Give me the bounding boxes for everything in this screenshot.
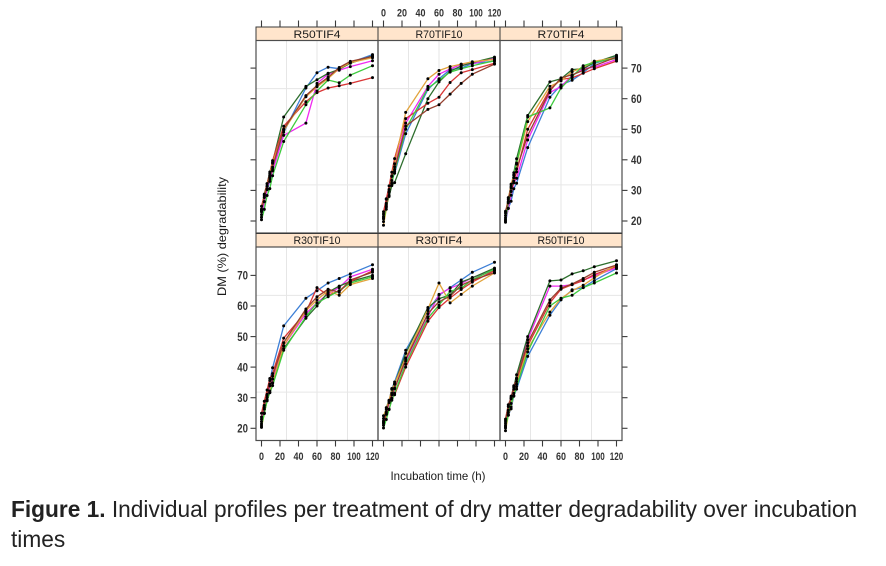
svg-text:50: 50 [237, 330, 248, 344]
svg-text:70: 70 [631, 61, 642, 75]
svg-text:40: 40 [538, 451, 548, 463]
svg-text:80: 80 [453, 8, 463, 20]
svg-text:DM (%) degradability: DM (%) degradability [215, 177, 229, 296]
svg-text:40: 40 [416, 8, 426, 20]
svg-text:20: 20 [237, 422, 248, 436]
svg-text:R50TIF10: R50TIF10 [538, 235, 585, 247]
svg-text:100: 100 [469, 8, 483, 20]
svg-text:60: 60 [631, 92, 642, 106]
svg-text:R50TIF4: R50TIF4 [294, 29, 341, 41]
svg-text:0: 0 [259, 451, 264, 463]
svg-text:30: 30 [631, 184, 642, 198]
svg-text:120: 120 [610, 451, 624, 463]
svg-text:120: 120 [488, 8, 502, 20]
svg-text:80: 80 [331, 451, 341, 463]
svg-text:60: 60 [312, 451, 322, 463]
svg-text:R70TIF10: R70TIF10 [416, 29, 463, 41]
svg-text:60: 60 [237, 299, 248, 313]
svg-text:60: 60 [434, 8, 444, 20]
svg-text:20: 20 [519, 451, 529, 463]
svg-text:0: 0 [503, 451, 508, 463]
svg-text:0: 0 [381, 8, 386, 20]
svg-text:Incubation time (h): Incubation time (h) [391, 469, 486, 483]
svg-text:60: 60 [556, 451, 566, 463]
svg-text:40: 40 [237, 360, 248, 374]
svg-text:40: 40 [631, 153, 642, 167]
svg-text:20: 20 [397, 8, 407, 20]
svg-text:30: 30 [237, 391, 248, 405]
svg-text:R70TIF4: R70TIF4 [538, 29, 585, 41]
svg-text:R30TIF10: R30TIF10 [294, 235, 341, 247]
svg-text:20: 20 [631, 214, 642, 228]
svg-text:120: 120 [366, 451, 380, 463]
svg-text:40: 40 [294, 451, 304, 463]
svg-text:80: 80 [575, 451, 585, 463]
svg-text:100: 100 [347, 451, 361, 463]
svg-text:70: 70 [237, 269, 248, 283]
svg-text:R30TIF4: R30TIF4 [416, 235, 463, 247]
svg-text:50: 50 [631, 123, 642, 137]
svg-text:100: 100 [591, 451, 605, 463]
svg-text:20: 20 [275, 451, 285, 463]
